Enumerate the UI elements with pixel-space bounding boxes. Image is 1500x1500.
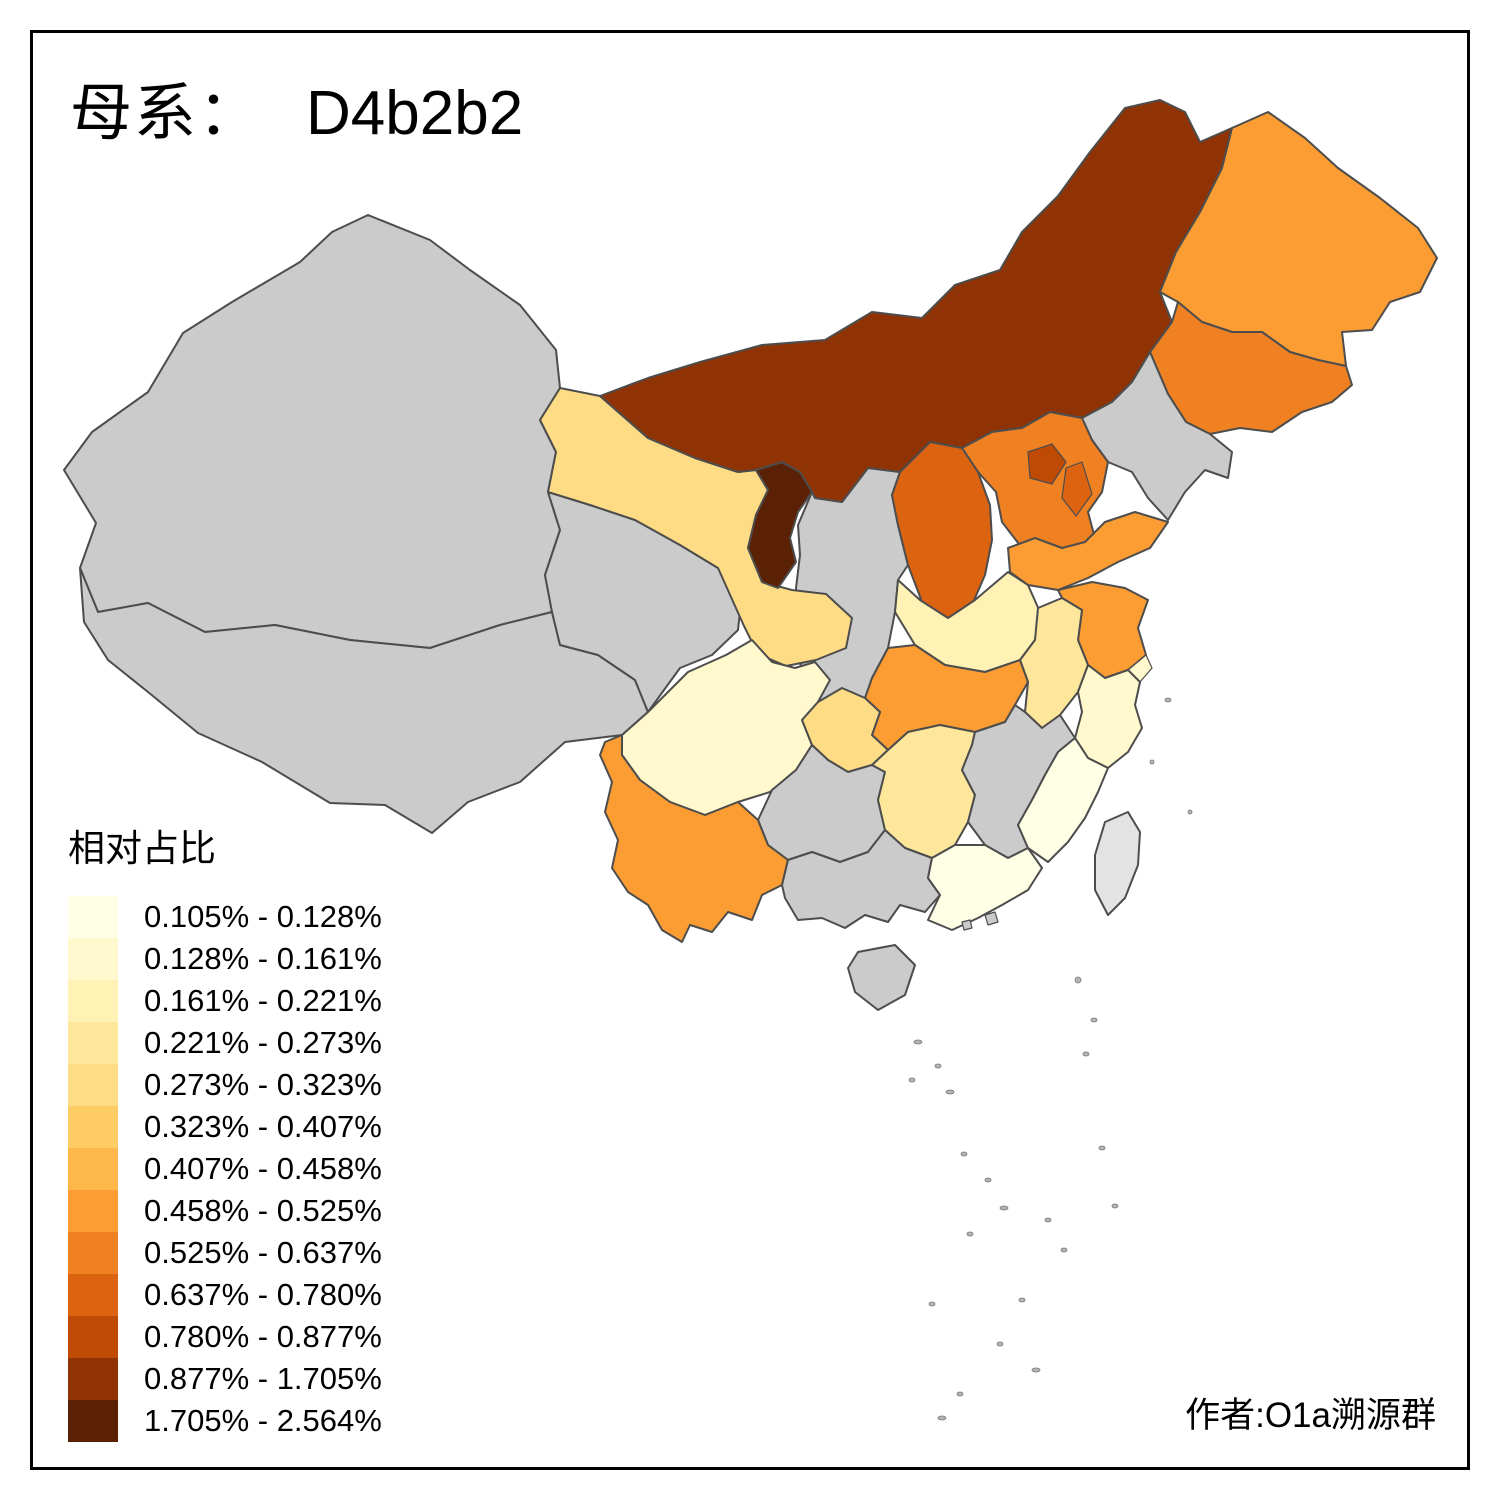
legend-swatch [68,1064,118,1106]
provinces [63,99,1438,1011]
province-yunnan [599,734,789,943]
legend-row: 0.458% - 0.525% [68,1190,382,1232]
legend-swatch [68,1106,118,1148]
legend-title: 相对占比 [68,828,216,869]
province-tianjin [1061,461,1093,517]
legend-row: 0.221% - 0.273% [68,1022,382,1064]
legend-swatch [68,1232,118,1274]
province-hainan [847,944,916,1011]
island-mark [934,1063,942,1069]
island-mark [1098,1145,1106,1151]
title-haplogroup-value: D4b2b2 [306,79,524,148]
legend-swatch [68,1148,118,1190]
legend-swatch [68,1316,118,1358]
province-liaoning [1081,351,1233,521]
island-mark [908,1077,916,1083]
province-beijing [1027,443,1067,485]
island-mark [1060,1247,1068,1253]
province-macau [961,919,973,931]
island-mark [999,1205,1009,1211]
legend-bin-label: 0.877% - 1.705% [144,1361,382,1396]
island-mark [1149,759,1155,765]
island-mark [1090,1017,1098,1023]
legend: 相对占比 0.105% - 0.128% 0.128% - 0.161% 0.1… [68,818,382,1442]
island-mark [996,1341,1004,1347]
legend-bin-label: 0.637% - 0.780% [144,1277,382,1312]
legend-row: 0.407% - 0.458% [68,1148,382,1190]
island-mark [984,1177,992,1183]
legend-row: 0.273% - 0.323% [68,1064,382,1106]
legend-bin-label: 0.525% - 0.637% [144,1235,382,1270]
island-mark [956,1391,964,1397]
island-mark [960,1151,968,1157]
island-mark [966,1231,974,1237]
legend-swatch [68,1358,118,1400]
legend-bin-label: 1.705% - 2.564% [144,1403,382,1438]
legend-row: 1.705% - 2.564% [68,1400,382,1442]
province-zhejiang [1074,664,1143,769]
island-mark [1031,1367,1041,1373]
province-guangxi [781,829,941,929]
legend-bin-label: 0.221% - 0.273% [144,1025,382,1060]
legend-bin-label: 0.323% - 0.407% [144,1109,382,1144]
legend-swatch [68,896,118,938]
legend-bin-label: 0.458% - 0.525% [144,1193,382,1228]
island-mark [928,1301,936,1307]
province-guangdong [927,844,1043,931]
island-mark [1187,809,1193,815]
island-mark [945,1089,955,1095]
island-mark [1074,976,1082,984]
legend-bin-label: 0.273% - 0.323% [144,1067,382,1102]
south-china-sea-islands [908,697,1193,1421]
island-mark [1082,1051,1090,1057]
province-fujian [1017,737,1109,863]
legend-row: 0.877% - 1.705% [68,1358,382,1400]
legend-bin-label: 0.780% - 0.877% [144,1319,382,1354]
island-mark [1111,1203,1119,1209]
province-taiwan [1094,811,1141,916]
province-shanxi [891,441,993,619]
province-xinjiang [63,214,561,649]
legend-swatch [68,1190,118,1232]
island-mark [937,1415,947,1421]
legend-row: 0.780% - 0.877% [68,1316,382,1358]
legend-swatch [68,1400,118,1442]
legend-swatch [68,1274,118,1316]
legend-bin-label: 0.128% - 0.161% [144,941,382,976]
island-mark [1018,1297,1026,1303]
legend-swatch [68,980,118,1022]
map-title: 母系： D4b2b2 [70,62,523,152]
island-mark [1164,697,1172,703]
legend-rows: 0.105% - 0.128% 0.128% - 0.161% 0.161% -… [68,896,382,1442]
province-hong-kong [984,911,999,926]
title-haplogroup-type-label: 母系： [70,79,263,148]
legend-bin-label: 0.161% - 0.221% [144,983,382,1018]
legend-swatch [68,1022,118,1064]
legend-bin-label: 0.407% - 0.458% [144,1151,382,1186]
island-mark [913,1039,923,1045]
legend-row: 0.525% - 0.637% [68,1232,382,1274]
legend-row: 0.637% - 0.780% [68,1274,382,1316]
island-mark [1044,1217,1052,1223]
province-shandong [1007,511,1169,591]
legend-row: 0.128% - 0.161% [68,938,382,980]
legend-bin-label: 0.105% - 0.128% [144,899,382,934]
legend-row: 0.105% - 0.128% [68,896,382,938]
legend-row: 0.161% - 0.221% [68,980,382,1022]
legend-row: 0.323% - 0.407% [68,1106,382,1148]
legend-swatch [68,938,118,980]
attribution-text: 作者:O1a溯源群 [1185,1396,1436,1435]
